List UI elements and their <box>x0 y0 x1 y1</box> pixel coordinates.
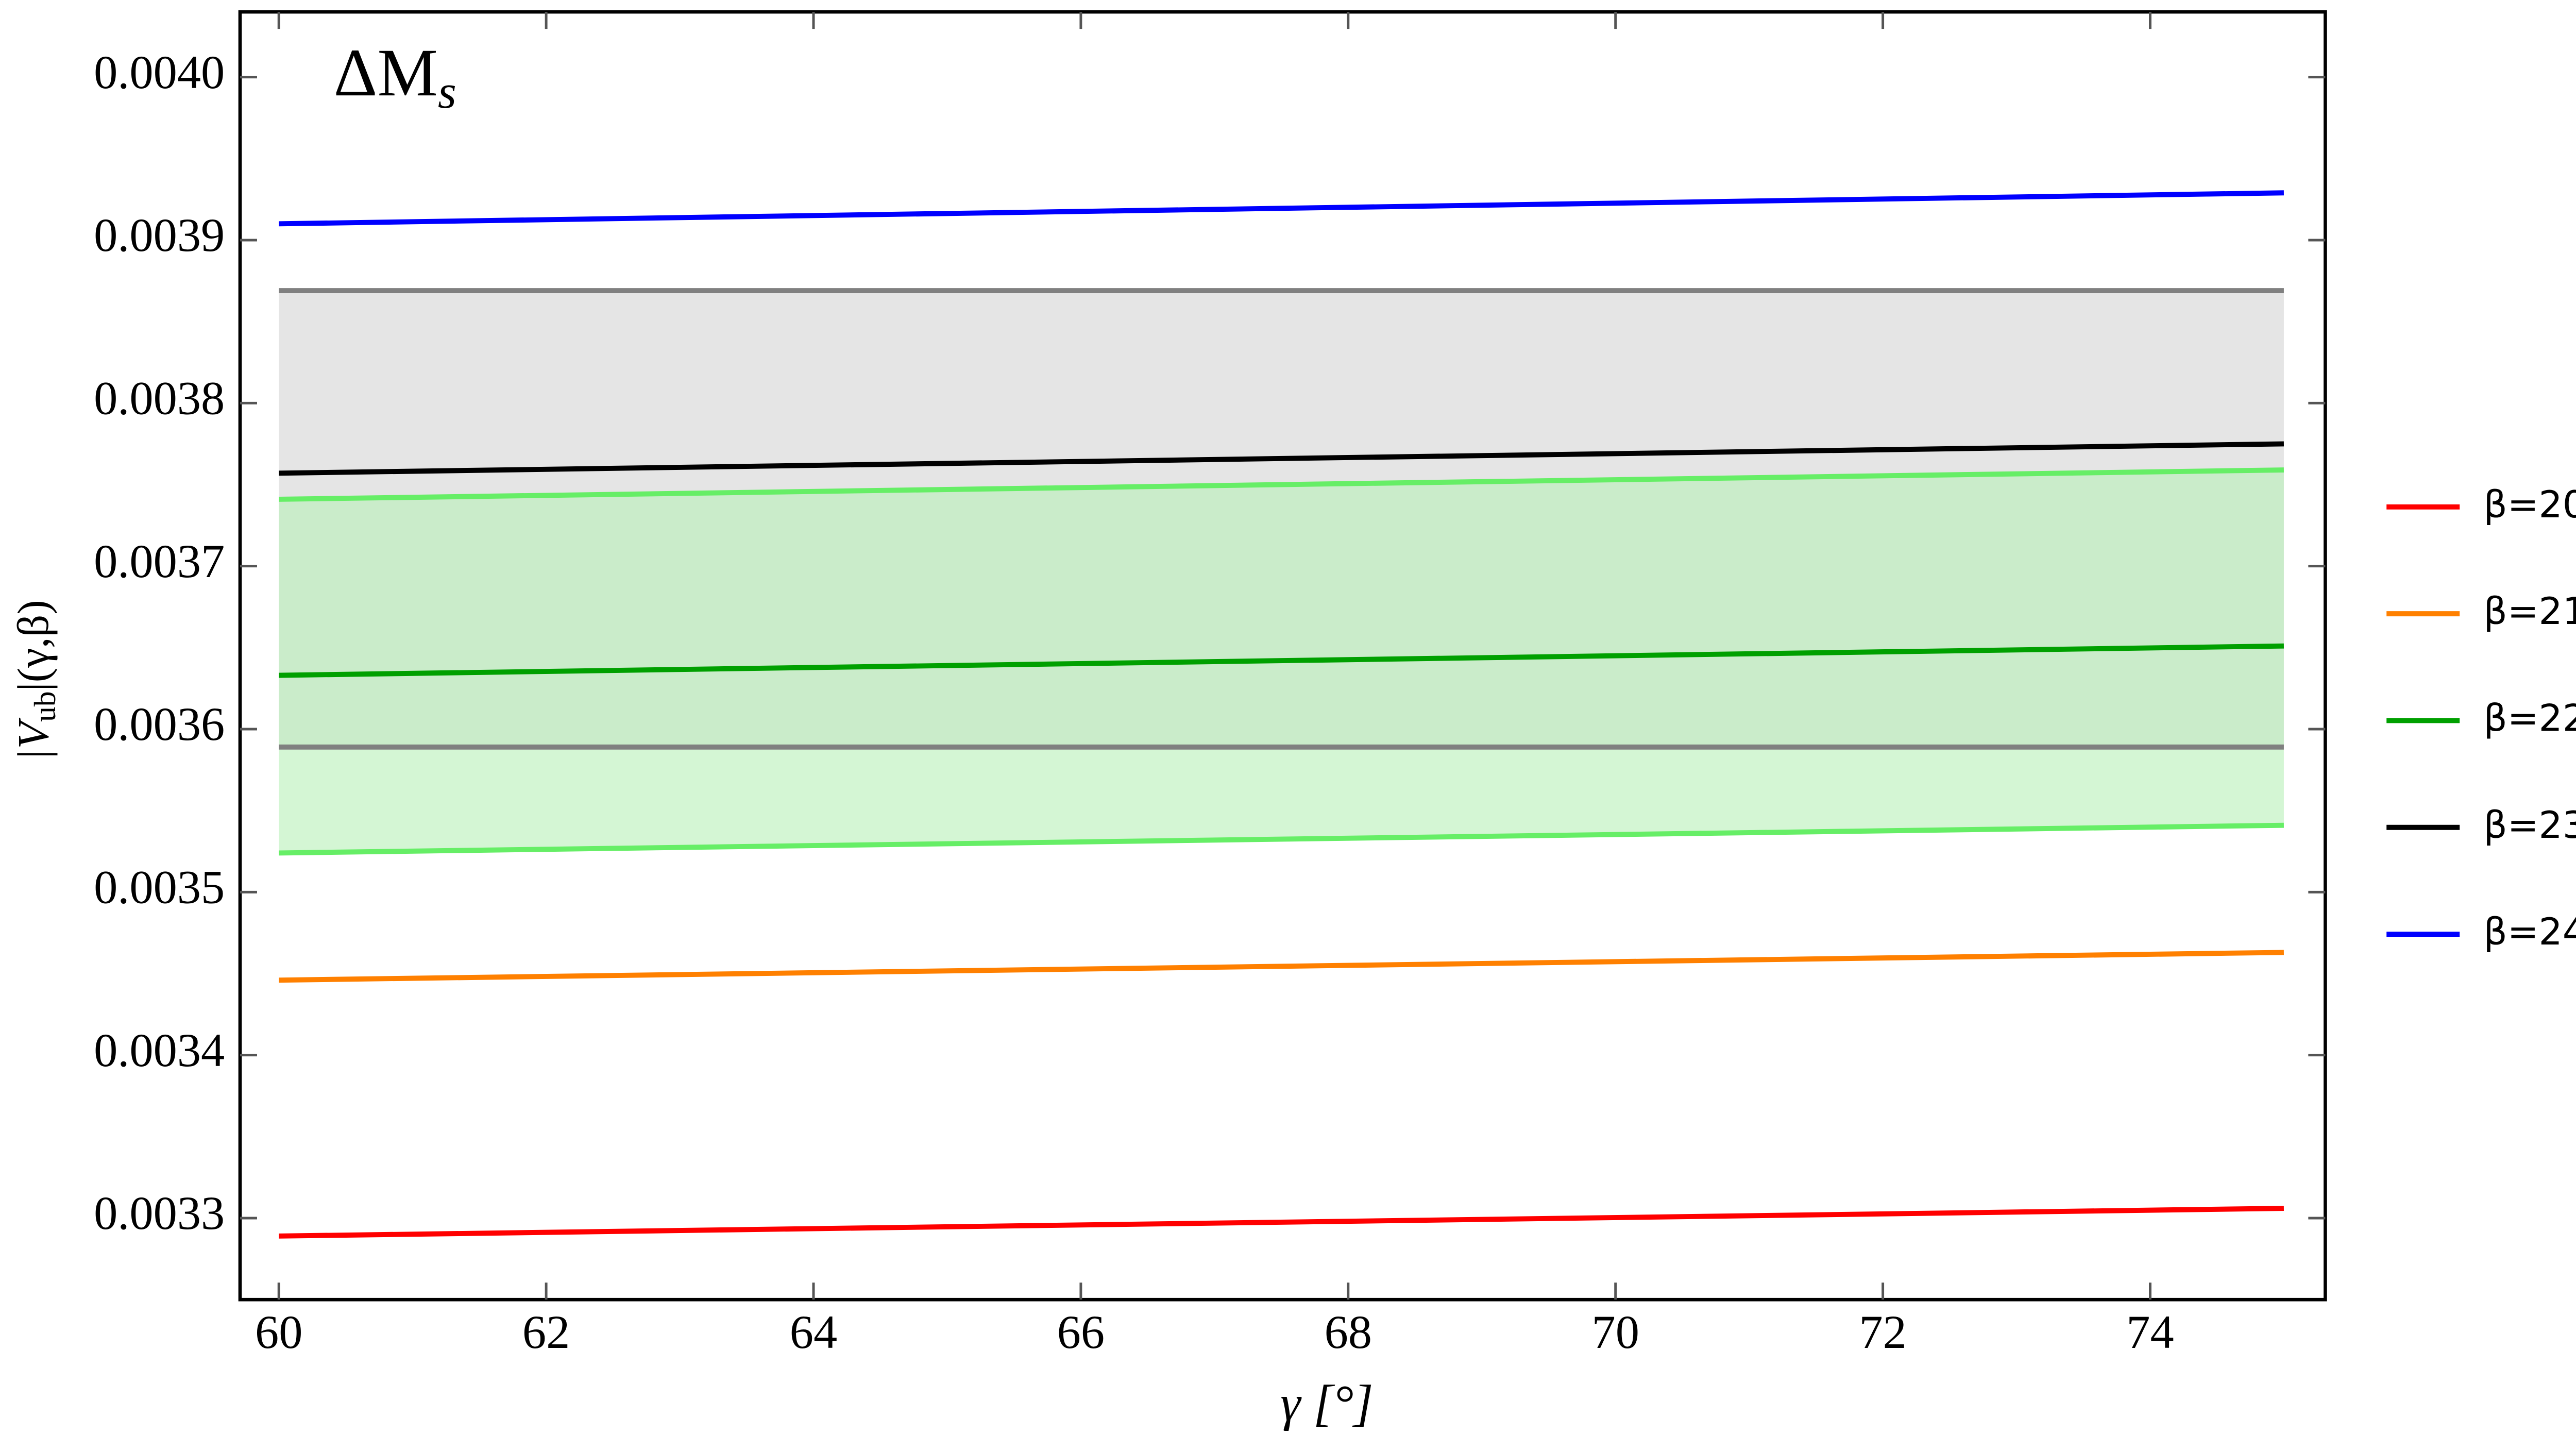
y-label-part: |V <box>9 717 58 761</box>
y-tick-label: 0.0034 <box>94 1024 225 1076</box>
title-main: ΔM <box>334 35 438 110</box>
y-label-subscript: ub <box>28 691 62 722</box>
y-tick-label: 0.0039 <box>94 209 225 261</box>
x-tick-label: 72 <box>1859 1306 1906 1358</box>
plot-frame <box>238 10 2327 1302</box>
y-tick-label: 0.0037 <box>94 535 225 587</box>
y-label-part: |(γ,β) <box>9 600 58 691</box>
series-line <box>279 1206 2284 1239</box>
series-line <box>279 950 2284 983</box>
x-tick-label: 70 <box>1591 1306 1639 1358</box>
x-tick-label: 68 <box>1325 1306 1372 1358</box>
title-subscript: s <box>438 65 456 118</box>
y-tick-label: 0.0036 <box>94 698 225 750</box>
x-tick-label: 60 <box>255 1306 302 1358</box>
band-edge <box>279 822 2284 856</box>
series-line <box>279 441 2284 476</box>
y-tick-label: 0.0035 <box>94 861 225 914</box>
legend-label: β=22.2° <box>2483 697 2576 740</box>
y-tick-label: 0.0040 <box>94 46 225 98</box>
y-tick-label: 0.0038 <box>94 372 225 425</box>
x-axis-label: γ [°] <box>1280 1375 1373 1431</box>
series-line <box>279 643 2284 678</box>
legend-label: β=24° <box>2483 910 2576 954</box>
legend-label: β=21° <box>2483 590 2576 633</box>
legend-label: β=23° <box>2483 804 2576 847</box>
y-tick-label: 0.0033 <box>94 1187 225 1239</box>
x-tick-label: 62 <box>522 1306 570 1358</box>
legend-label: β=20° <box>2483 483 2576 527</box>
band-edge <box>279 467 2284 502</box>
y-axis-label: |Vub|(γ,β) <box>9 600 62 761</box>
x-tick-label: 74 <box>2126 1306 2174 1358</box>
x-tick-label: 66 <box>1057 1306 1105 1358</box>
x-tick-label: 64 <box>790 1306 837 1358</box>
chart-title: ΔMs <box>334 35 456 118</box>
series-line <box>279 190 2284 227</box>
